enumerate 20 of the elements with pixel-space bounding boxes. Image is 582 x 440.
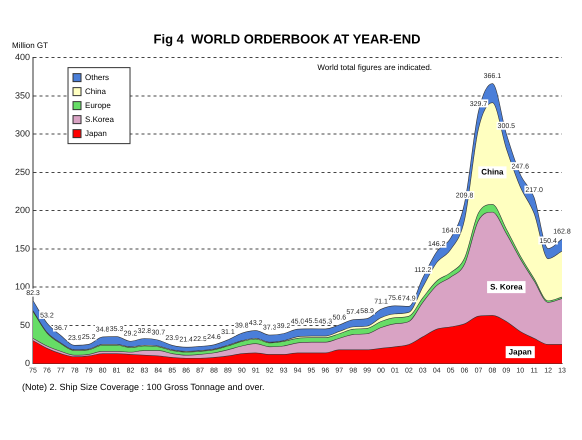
legend-label: S.Korea xyxy=(85,114,114,124)
legend-label: Europe xyxy=(85,100,112,110)
chart-title: Fig 4 WORLD ORDERBOOK AT YEAR-END xyxy=(154,31,420,46)
y-tick-label: 350 xyxy=(14,90,30,100)
annotation: Japan xyxy=(508,347,532,356)
y-axis-title: Million GT xyxy=(12,40,48,50)
y-tick-label: 0 xyxy=(25,358,30,368)
text: (Note) 2. Ship Size Coverage : 100 Gross Tonnage and over. xyxy=(22,382,266,392)
legend-label: China xyxy=(85,86,106,96)
y-tick-label: 300 xyxy=(14,128,30,139)
y-tick-label: 250 xyxy=(14,166,30,177)
y-tick-label: 200 xyxy=(14,205,30,216)
annotation: S. Korea xyxy=(490,282,524,292)
y-tick-label: 50 xyxy=(20,320,30,330)
legend-label: Others xyxy=(85,72,110,82)
y-tick-label: 400 xyxy=(14,52,30,62)
y-tick-label: 150 xyxy=(14,243,30,254)
legend-label: Japan xyxy=(85,128,107,138)
annotation: World total figures are indicated. xyxy=(317,62,432,72)
annotation: China xyxy=(481,168,504,177)
